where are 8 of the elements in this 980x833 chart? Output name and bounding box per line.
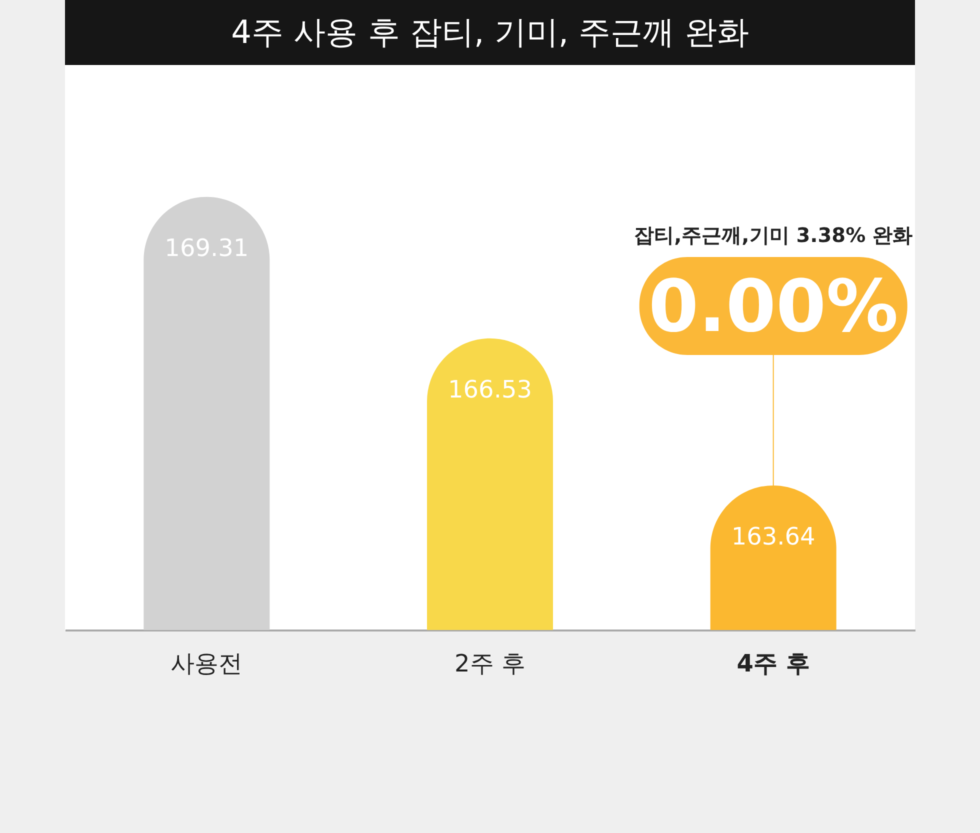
x-tick-label: 사용전 (170, 650, 243, 678)
chart-title: 4주 사용 후 잡티, 기미, 주근깨 완화 (231, 13, 749, 51)
annotation: 0.00% (648, 264, 898, 348)
x-tick-label: 4주 후 (736, 650, 810, 678)
data-label: 163.64 (731, 522, 816, 550)
x-tick-label: 2주 후 (454, 650, 526, 678)
annotation: 잡티,주근깨,기미 3.38% 완화 (634, 223, 913, 247)
data-label: 166.53 (448, 375, 532, 404)
